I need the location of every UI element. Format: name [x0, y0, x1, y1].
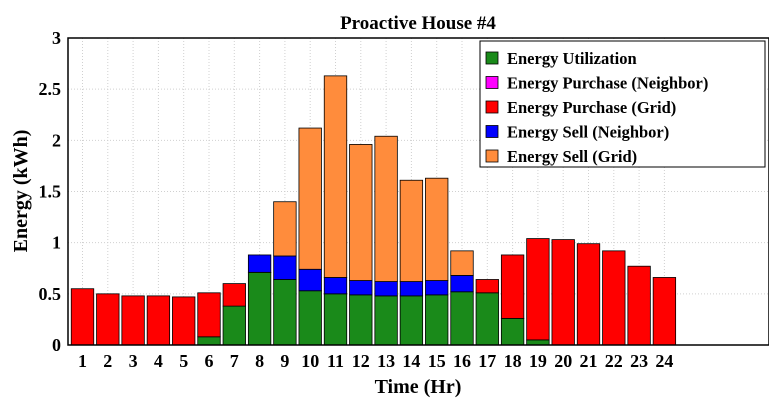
x-axis-label: Time (Hr): [375, 376, 462, 398]
y-tick-label: 1: [52, 233, 61, 253]
bar-segment: [172, 296, 196, 346]
legend-swatch: [485, 125, 499, 138]
bar-segment: [349, 280, 373, 296]
bar-segment: [450, 291, 474, 346]
bar-segment: [298, 127, 322, 270]
x-tick-label: 20: [554, 351, 572, 371]
bar-segment: [323, 293, 348, 346]
chart-title: Proactive House #4: [340, 13, 496, 34]
x-tick-label: 5: [179, 351, 188, 371]
legend-swatch: [485, 76, 499, 89]
bar-segment: [247, 271, 272, 346]
bar-segment: [399, 281, 424, 297]
bar-segment: [374, 281, 398, 297]
x-tick-label: 18: [504, 351, 522, 371]
legend-label: Energy Sell (Grid): [507, 147, 637, 166]
x-tick-label: 12: [352, 351, 370, 371]
bar-segment: [399, 179, 424, 282]
bar-segment: [349, 294, 373, 346]
bar-segment: [425, 280, 449, 296]
x-tick-label: 24: [655, 351, 673, 371]
bar-segment: [526, 238, 550, 341]
x-tick-label: 9: [280, 351, 289, 371]
y-tick-label: 2.5: [39, 79, 62, 99]
bar-segment: [500, 317, 525, 346]
bar-segment: [475, 279, 499, 294]
x-tick-label: 3: [129, 351, 138, 371]
bar-segment: [247, 254, 272, 273]
bar-segment: [146, 295, 171, 346]
bar-segment: [374, 295, 398, 346]
bar-segment: [273, 279, 297, 346]
bars: [70, 75, 677, 346]
x-tick-label: 6: [205, 351, 214, 371]
y-tick-label: 3: [52, 28, 61, 48]
bar-segment: [450, 275, 474, 293]
legend-label: Energy Purchase (Grid): [507, 98, 676, 117]
x-tick-label: 21: [580, 351, 598, 371]
bar-segment: [450, 250, 474, 276]
x-tick-label: 8: [255, 351, 264, 371]
bar-segment: [425, 177, 449, 281]
legend-label: Energy Purchase (Neighbor): [507, 74, 708, 93]
bar-segment: [399, 295, 424, 346]
y-axis-label: Energy (kWh): [10, 130, 32, 253]
y-tick-label: 0.5: [39, 284, 62, 304]
x-tick-label: 19: [529, 351, 547, 371]
bar-segment: [349, 144, 373, 281]
bar-segment: [121, 295, 145, 346]
x-tick-label: 2: [103, 351, 112, 371]
bar-segment: [197, 336, 221, 346]
bar-segment: [298, 290, 322, 346]
x-tick-label: 1: [78, 351, 87, 371]
x-tick-label: 10: [301, 351, 319, 371]
x-tick-label: 14: [402, 351, 420, 371]
bar-segment: [652, 277, 677, 346]
legend-label: Energy Sell (Neighbor): [507, 123, 669, 142]
legend: Energy Utilization Energy Purchase (Neigh…: [479, 40, 766, 168]
bar-segment: [323, 75, 348, 278]
bar-segment: [551, 239, 575, 346]
x-tick-label: 16: [453, 351, 471, 371]
bar-segment: [298, 268, 322, 292]
y-tick-label: 1.5: [39, 182, 62, 202]
y-tick-labels: 0 0.5 1 1.5 2 2.5 3: [39, 28, 62, 355]
x-tick-label: 11: [327, 351, 344, 371]
x-tick-labels: 1 2 3 4 5 6 7 8 9 10 11 12 13 14 15 16 17 18 19 20 21 22 23 24: [78, 351, 673, 371]
bar-segment: [425, 294, 449, 346]
legend-items: Energy Utilization Energy Purchase (Neigh…: [485, 49, 708, 166]
bar-segment: [273, 255, 297, 280]
bar-segment: [323, 277, 348, 295]
x-tick-label: 15: [428, 351, 446, 371]
bar-segment: [70, 288, 95, 346]
bar-segment: [374, 135, 398, 282]
bar-segment: [222, 305, 246, 346]
legend-swatch: [485, 149, 499, 163]
bar-segment: [526, 339, 550, 346]
legend-swatch: [485, 100, 499, 114]
bar-segment: [197, 292, 221, 338]
bar-segment: [627, 265, 651, 346]
bar-segment: [222, 283, 246, 307]
y-tick-label: 0: [52, 335, 61, 355]
x-tick-label: 22: [605, 351, 623, 371]
y-tick-label: 2: [52, 130, 61, 150]
bar-segment: [576, 243, 601, 346]
x-tick-label: 4: [154, 351, 163, 371]
legend-box: [479, 40, 766, 168]
legend-swatch: [485, 51, 499, 65]
x-tick-label: 17: [478, 351, 496, 371]
legend-label: Energy Utilization: [507, 49, 637, 68]
x-tick-label: 13: [377, 351, 395, 371]
plot-frame: [67, 37, 769, 346]
x-tick-label: 23: [630, 351, 648, 371]
x-tick-label: 7: [230, 351, 239, 371]
bar-segment: [273, 201, 297, 257]
bar-segment: [500, 254, 525, 319]
bar-segment: [96, 293, 120, 346]
bar-segment: [602, 250, 626, 346]
bar-segment: [475, 292, 499, 346]
